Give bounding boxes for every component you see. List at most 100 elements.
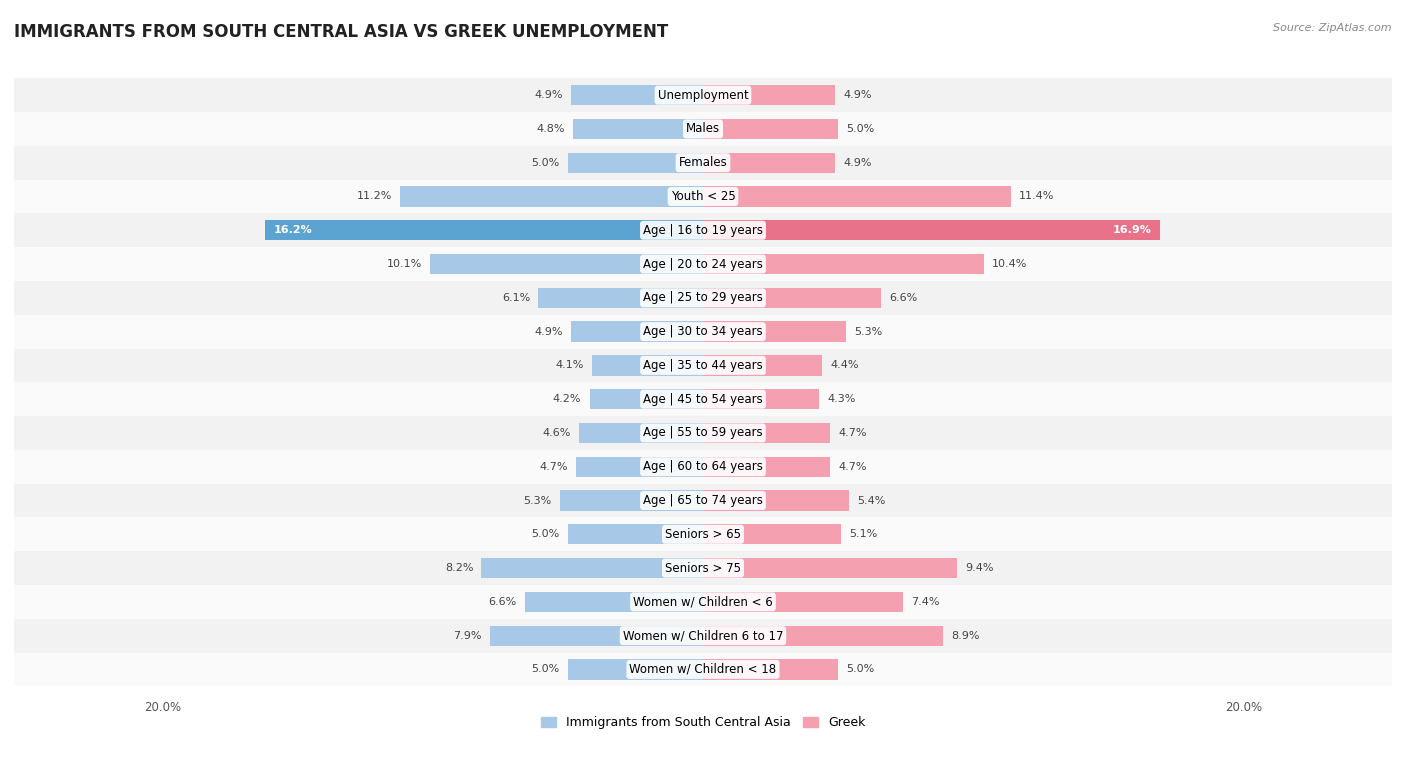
Bar — [568, 153, 703, 173]
Text: 4.7%: 4.7% — [540, 462, 568, 472]
Text: Women w/ Children < 6: Women w/ Children < 6 — [633, 595, 773, 609]
Bar — [266, 220, 703, 241]
Text: IMMIGRANTS FROM SOUTH CENTRAL ASIA VS GREEK UNEMPLOYMENT: IMMIGRANTS FROM SOUTH CENTRAL ASIA VS GR… — [14, 23, 668, 41]
Bar — [703, 592, 903, 612]
Bar — [14, 179, 1392, 213]
Text: Age | 25 to 29 years: Age | 25 to 29 years — [643, 291, 763, 304]
Text: 8.2%: 8.2% — [444, 563, 474, 573]
Bar — [703, 389, 820, 410]
Bar — [703, 659, 838, 680]
Text: Age | 16 to 19 years: Age | 16 to 19 years — [643, 224, 763, 237]
Text: Women w/ Children < 18: Women w/ Children < 18 — [630, 663, 776, 676]
Bar — [568, 659, 703, 680]
Bar — [14, 551, 1392, 585]
Bar — [489, 625, 703, 646]
Text: Age | 55 to 59 years: Age | 55 to 59 years — [643, 426, 763, 440]
Text: 6.6%: 6.6% — [890, 293, 918, 303]
Text: 5.3%: 5.3% — [523, 496, 551, 506]
Text: 5.0%: 5.0% — [531, 157, 560, 168]
Bar — [589, 389, 703, 410]
Bar — [703, 322, 846, 341]
Text: 16.9%: 16.9% — [1112, 226, 1152, 235]
Text: Women w/ Children 6 to 17: Women w/ Children 6 to 17 — [623, 629, 783, 642]
Bar — [14, 146, 1392, 179]
Bar — [571, 322, 703, 341]
Text: 4.1%: 4.1% — [555, 360, 583, 370]
Text: 4.9%: 4.9% — [844, 90, 872, 100]
Text: Age | 20 to 24 years: Age | 20 to 24 years — [643, 257, 763, 270]
Text: 5.0%: 5.0% — [846, 124, 875, 134]
Text: 4.6%: 4.6% — [543, 428, 571, 438]
Text: 4.8%: 4.8% — [537, 124, 565, 134]
Text: 5.0%: 5.0% — [531, 529, 560, 539]
Bar — [14, 315, 1392, 348]
Text: 4.9%: 4.9% — [844, 157, 872, 168]
Bar — [703, 423, 830, 443]
Bar — [14, 281, 1392, 315]
Text: 10.4%: 10.4% — [993, 259, 1028, 269]
Bar — [14, 653, 1392, 687]
Bar — [703, 186, 1011, 207]
Bar — [703, 254, 984, 274]
Text: 7.4%: 7.4% — [911, 597, 939, 607]
Text: 4.7%: 4.7% — [838, 462, 866, 472]
Bar — [524, 592, 703, 612]
Bar — [14, 450, 1392, 484]
Text: Age | 65 to 74 years: Age | 65 to 74 years — [643, 494, 763, 507]
Bar — [401, 186, 703, 207]
Text: Unemployment: Unemployment — [658, 89, 748, 101]
Bar — [481, 558, 703, 578]
Text: 5.0%: 5.0% — [846, 665, 875, 674]
Text: 4.3%: 4.3% — [827, 394, 856, 404]
Text: 4.4%: 4.4% — [830, 360, 859, 370]
Bar — [568, 524, 703, 544]
Text: Age | 30 to 34 years: Age | 30 to 34 years — [643, 325, 763, 338]
Bar — [14, 517, 1392, 551]
Text: Males: Males — [686, 123, 720, 136]
Bar — [538, 288, 703, 308]
Text: Females: Females — [679, 156, 727, 170]
Bar — [592, 355, 703, 375]
Bar — [703, 491, 849, 511]
Text: 4.9%: 4.9% — [534, 326, 562, 337]
Bar — [14, 382, 1392, 416]
Text: Youth < 25: Youth < 25 — [671, 190, 735, 203]
Text: 6.1%: 6.1% — [502, 293, 530, 303]
Text: Source: ZipAtlas.com: Source: ZipAtlas.com — [1274, 23, 1392, 33]
Text: Age | 35 to 44 years: Age | 35 to 44 years — [643, 359, 763, 372]
Text: 6.6%: 6.6% — [488, 597, 516, 607]
Text: 9.4%: 9.4% — [965, 563, 994, 573]
Bar — [579, 423, 703, 443]
Text: Seniors > 75: Seniors > 75 — [665, 562, 741, 575]
Text: 8.9%: 8.9% — [952, 631, 980, 640]
Text: 5.3%: 5.3% — [855, 326, 883, 337]
Bar — [703, 119, 838, 139]
Text: 4.7%: 4.7% — [838, 428, 866, 438]
Text: 11.4%: 11.4% — [1019, 192, 1054, 201]
Bar — [571, 85, 703, 105]
Bar — [703, 524, 841, 544]
Text: Age | 45 to 54 years: Age | 45 to 54 years — [643, 393, 763, 406]
Bar — [14, 585, 1392, 618]
Bar — [14, 112, 1392, 146]
Bar — [14, 618, 1392, 653]
Text: 10.1%: 10.1% — [387, 259, 422, 269]
Legend: Immigrants from South Central Asia, Greek: Immigrants from South Central Asia, Gree… — [536, 711, 870, 734]
Bar — [703, 558, 957, 578]
Bar — [703, 220, 1160, 241]
Text: 5.0%: 5.0% — [531, 665, 560, 674]
Bar — [560, 491, 703, 511]
Text: Age | 60 to 64 years: Age | 60 to 64 years — [643, 460, 763, 473]
Text: 4.9%: 4.9% — [534, 90, 562, 100]
Bar — [576, 456, 703, 477]
Text: 7.9%: 7.9% — [453, 631, 481, 640]
Bar — [14, 213, 1392, 248]
Bar — [14, 78, 1392, 112]
Bar — [703, 355, 823, 375]
Bar — [14, 484, 1392, 517]
Text: 5.4%: 5.4% — [858, 496, 886, 506]
Bar — [703, 456, 830, 477]
Text: 11.2%: 11.2% — [357, 192, 392, 201]
Bar — [574, 119, 703, 139]
Bar — [703, 85, 835, 105]
